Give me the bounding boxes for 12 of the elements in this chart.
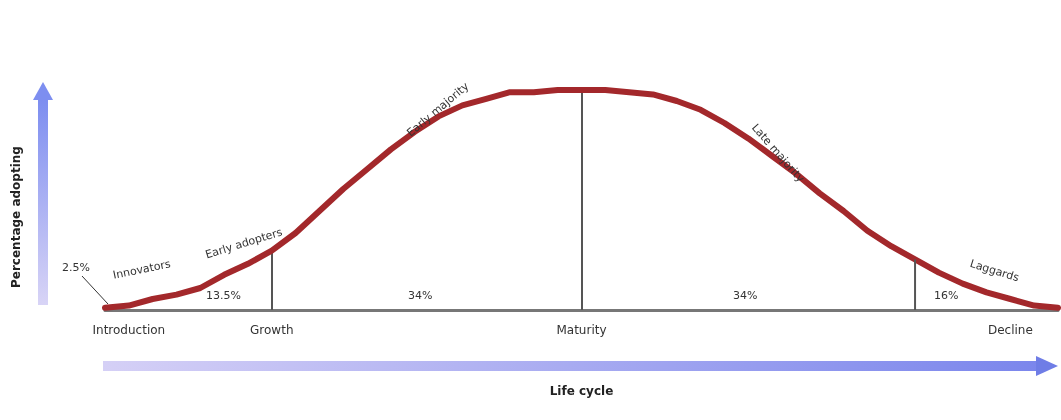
x-tick-label: Decline: [987, 323, 1033, 337]
annotation: 34%: [408, 289, 433, 302]
x-tick-label: Growth: [250, 323, 294, 337]
annotation: 13.5%: [206, 289, 241, 302]
x-tick-label: Maturity: [556, 323, 607, 337]
x-axis-title: Life cycle: [549, 384, 614, 398]
annotation: 16%: [934, 289, 959, 302]
text: 2.5%: [62, 261, 90, 274]
annotation: Innovators: [111, 257, 172, 282]
text: Percentage adopting: [9, 146, 23, 288]
annotation: 34%: [733, 289, 758, 302]
x-tick-label: Introduction: [92, 323, 166, 337]
